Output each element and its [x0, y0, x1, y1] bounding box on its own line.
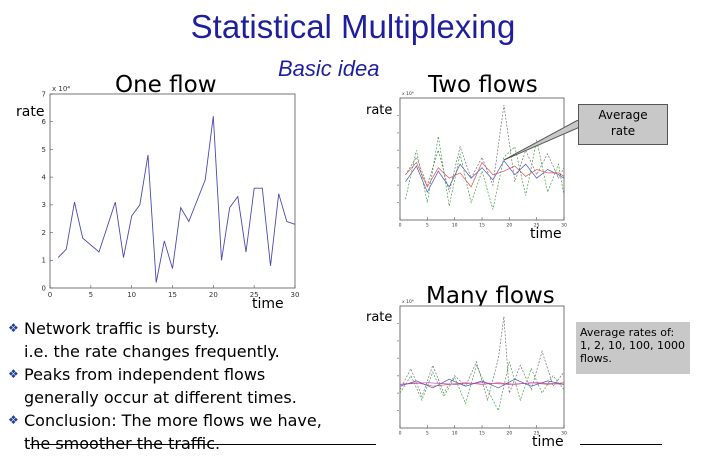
bullet-text-cont: the smoother the traffic. — [24, 434, 221, 453]
exponent-label: x 10⁴ — [402, 299, 414, 305]
x-tick-label: 30 — [561, 223, 567, 229]
x-tick-label: 10 — [127, 291, 136, 299]
xlabel-one-flow: time — [252, 296, 284, 312]
bullet-diamond-icon: ❖ — [8, 321, 19, 335]
xlabel-two-flows: time — [530, 226, 562, 242]
x-tick-label: 30 — [291, 291, 300, 299]
y-tick-label: 1 — [42, 257, 46, 265]
x-tick-label: 25 — [250, 291, 259, 299]
series-line-0 — [57, 116, 296, 283]
y-tick — [397, 409, 399, 412]
chart-title-many-flows: Many flows — [426, 283, 555, 309]
x-tick-label: 10 — [452, 223, 458, 229]
y-tick-label: 7 — [42, 90, 46, 98]
x-tick-label: 0 — [399, 431, 402, 437]
x-tick-label: 30 — [561, 431, 567, 437]
bullet-text-cont: generally occur at different times. — [24, 388, 297, 407]
xlabel-many-flows: time — [532, 434, 564, 450]
chart-one-flow: 0 5 10 15 20 25 30 0 1 2 3 4 5 6 7 x 10⁴ — [42, 86, 300, 299]
x-tick-label: 15 — [168, 291, 177, 299]
y-tick — [397, 114, 399, 117]
series-line-2 — [399, 361, 565, 412]
bullet-item: ❖ Network traffic is bursty. — [8, 317, 322, 340]
x-tick-label: 25 — [534, 431, 540, 437]
y-tick — [397, 392, 399, 394]
callout-line-2: rate — [610, 124, 636, 138]
x-tick-label: 5 — [426, 223, 429, 229]
y-tick-label: 4 — [42, 173, 47, 181]
exponent-label: x 10⁴ — [52, 86, 70, 93]
slide-title: Statistical Multiplexing — [190, 8, 516, 45]
average-rates-note: Average rates of: 1, 2, 10, 100, 1000 fl… — [576, 322, 690, 374]
bullet-item: ❖ Peaks from independent flows — [8, 363, 322, 386]
callout-pointer — [503, 120, 597, 161]
y-tick — [397, 375, 399, 377]
x-tick-label: 15 — [479, 431, 485, 437]
ylabel-many-flows: rate — [366, 310, 393, 325]
plot-frame — [399, 97, 565, 221]
y-tick-label: 0 — [42, 284, 46, 292]
x-tick-label: 5 — [426, 431, 429, 437]
series-line-0 — [399, 382, 565, 387]
y-tick-label: 6 — [42, 118, 47, 126]
bullet-diamond-icon: ❖ — [8, 367, 19, 381]
y-tick — [397, 201, 399, 204]
y-tick — [397, 322, 399, 325]
series-line-4 — [399, 382, 565, 385]
ylabel-one-flow: rate — [16, 104, 45, 120]
series-line-0 — [405, 160, 565, 193]
y-tick-label: 3 — [42, 201, 46, 209]
x-tick-label: 20 — [506, 431, 512, 437]
chart-two-flows: 0 5 10 15 20 25 30 x 10⁴ — [397, 91, 567, 229]
series-line-3 — [399, 316, 565, 402]
note-line-2: 1, 2, 10, 100, 1000 — [580, 339, 685, 352]
y-tick — [397, 340, 399, 342]
x-tick-label: 10 — [452, 431, 458, 437]
callout-line-1: Average — [598, 108, 648, 122]
y-tick-label: 2 — [42, 229, 46, 237]
x-tick-label: 20 — [209, 291, 218, 299]
x-tick-label: 0 — [399, 223, 402, 229]
series-line-2 — [405, 136, 565, 210]
ylabel-two-flows: rate — [366, 103, 393, 118]
bullet-diamond-icon: ❖ — [8, 413, 19, 427]
plot-frame — [399, 305, 565, 429]
x-tick-label: 15 — [479, 223, 485, 229]
chart-many-flows: 0 5 10 15 20 25 30 x 10⁴ — [397, 299, 567, 437]
bullet-text-cont: i.e. the rate changes frequently. — [24, 342, 280, 361]
series-line-1 — [405, 161, 565, 188]
y-tick — [397, 184, 399, 186]
series-line-1 — [399, 378, 565, 389]
bullet-text: Network traffic is bursty. — [24, 319, 220, 338]
note-line-3: flows. — [580, 352, 612, 365]
bullet-list: ❖ Network traffic is bursty. i.e. the rat… — [8, 317, 322, 455]
y-tick — [397, 132, 399, 134]
plot-frame — [49, 93, 296, 289]
x-tick-label: 0 — [48, 291, 52, 299]
bullet-text: Conclusion: The more flows we have, — [24, 411, 322, 430]
chart-title-two-flows: Two flows — [428, 72, 538, 98]
note-line-1: Average rates of: — [580, 326, 675, 339]
x-tick-label: 25 — [534, 223, 540, 229]
y-tick — [397, 357, 399, 359]
underline-left — [30, 444, 376, 445]
y-tick — [397, 167, 399, 169]
x-tick-label: 5 — [89, 291, 93, 299]
bullet-item: ❖ Conclusion: The more flows we have, — [8, 409, 322, 432]
bullet-text: Peaks from independent flows — [24, 365, 266, 384]
y-tick-label: 5 — [42, 146, 46, 154]
slide-subtitle: Basic idea — [278, 56, 380, 81]
underline-right — [580, 444, 662, 445]
y-tick — [397, 149, 399, 151]
exponent-label: x 10⁴ — [402, 91, 414, 97]
average-rate-callout: Average rate — [578, 104, 668, 145]
x-tick-label: 20 — [506, 223, 512, 229]
